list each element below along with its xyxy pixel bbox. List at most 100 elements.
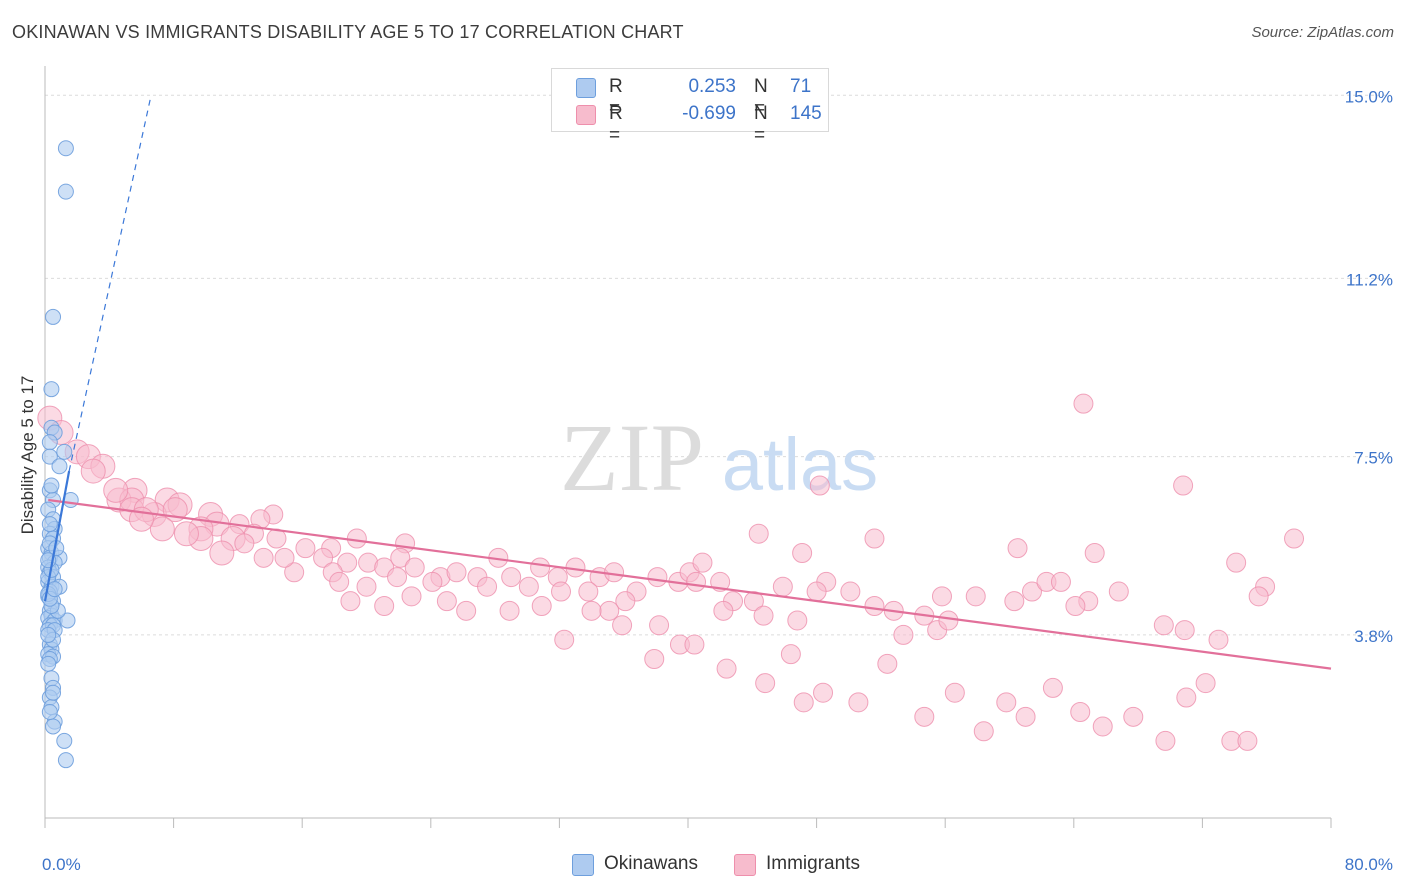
r-label: R = (609, 76, 623, 119)
immigrants-point (1173, 475, 1194, 496)
immigrants-point (716, 658, 737, 679)
immigrants-point (809, 475, 830, 496)
immigrants-point (1084, 543, 1105, 563)
immigrants-point (337, 552, 358, 573)
okinawans-point (45, 308, 62, 325)
immigrants-point (1042, 677, 1063, 698)
immigrants-point (931, 586, 952, 607)
immigrants-point (274, 547, 295, 568)
immigrants-point (422, 571, 443, 592)
okinawans-point (40, 655, 57, 672)
immigrants-point (792, 543, 813, 563)
immigrants-point (1007, 538, 1028, 559)
okinawans-point (59, 612, 76, 629)
tick-labels: 3.8% 7.5% 11.2% 15.0% 0.0% 80.0% (42, 87, 1393, 874)
okinawans-point (51, 458, 68, 475)
immigrants-point (813, 682, 834, 703)
immigrants-point (401, 586, 422, 607)
immigrants-point (581, 600, 602, 621)
immigrants-point (944, 682, 965, 703)
immigrants-point (80, 458, 106, 484)
immigrants-point (753, 605, 774, 626)
okinawans-point (41, 434, 58, 451)
immigrants-point (1237, 730, 1258, 751)
immigrants-point (1284, 528, 1305, 549)
immigrants-point (848, 692, 869, 713)
immigrants-point (1176, 687, 1197, 708)
y-tick-label: 11.2% (1346, 270, 1393, 289)
immigrants-point (1073, 393, 1094, 414)
n-label: N = (754, 103, 768, 146)
immigrants-point (599, 600, 620, 621)
immigrants-point (692, 552, 713, 573)
immigrants-point (329, 571, 350, 592)
x-tick-label: 0.0% (42, 855, 81, 874)
immigrants-point (973, 721, 994, 742)
immigrants-point (551, 581, 572, 602)
okinawans-point (57, 183, 74, 200)
immigrants-point (346, 528, 367, 549)
immigrants-point (501, 567, 522, 588)
immigrants-point (644, 649, 665, 669)
series-legend: Okinawans Immigrants (0, 852, 1406, 878)
immigrants-point (578, 581, 599, 602)
immigrants-point (284, 562, 305, 583)
chart-title: OKINAWAN VS IMMIGRANTS DISABILITY AGE 5 … (12, 22, 684, 42)
immigrants-point (772, 576, 793, 597)
immigrants-point (864, 528, 885, 549)
okinawans-legend-swatch (572, 854, 594, 876)
okinawans-point (57, 752, 74, 769)
immigrants-point (356, 576, 377, 597)
r-label: R = (609, 103, 623, 146)
okinawans-point (56, 732, 73, 749)
immigrants-point (1015, 706, 1036, 727)
immigrants-point (234, 533, 255, 554)
immigrants-point (313, 547, 334, 568)
okinawans-point (45, 718, 62, 735)
immigrants-point (686, 571, 707, 592)
immigrants-point (604, 562, 625, 583)
okinawans-trend-line (43, 470, 71, 602)
okinawans-point (57, 140, 74, 157)
immigrants-point (404, 557, 425, 578)
okinawans-point (41, 704, 58, 720)
immigrants-point (390, 547, 411, 568)
immigrants-point (649, 615, 670, 636)
immigrants-point (684, 634, 705, 655)
immigrants-point (499, 600, 520, 621)
r-value: 0.253 (688, 76, 736, 97)
immigrants-point (1092, 716, 1113, 737)
immigrants-point (446, 562, 467, 583)
immigrants-point (1004, 591, 1025, 612)
immigrants-point (295, 538, 316, 559)
okinawans-swatch (576, 78, 596, 98)
immigrants-point (518, 576, 539, 597)
okinawans-point (56, 443, 73, 460)
immigrants-point (477, 576, 498, 597)
x-tick-label: 80.0% (1345, 855, 1393, 874)
immigrants-point (387, 567, 408, 588)
watermark-zip: ZIP (560, 404, 704, 511)
immigrants-point (1226, 552, 1247, 573)
grid-lines (45, 94, 1391, 636)
immigrants-point (877, 653, 898, 674)
y-tick-label: 15.0% (1345, 87, 1393, 106)
immigrants-swatch (576, 105, 596, 125)
immigrants-point (374, 596, 395, 616)
watermark: ZIP atlas (560, 404, 878, 511)
immigrants-point (1123, 706, 1144, 727)
immigrants-legend-label: Immigrants (766, 853, 860, 874)
immigrants-point (938, 610, 959, 631)
immigrants-point (103, 477, 129, 503)
immigrants-point (914, 706, 935, 727)
okinawans-point (41, 448, 58, 465)
immigrants-point (748, 523, 769, 544)
immigrants-point (1050, 571, 1071, 592)
immigrants-legend-swatch (734, 854, 756, 876)
watermark-atlas: atlas (722, 423, 878, 506)
immigrants-point (615, 591, 636, 612)
immigrants-point (1208, 629, 1229, 650)
immigrants-point (996, 692, 1017, 713)
okinawans-trend-extension (68, 95, 152, 472)
immigrants-point (965, 586, 986, 607)
